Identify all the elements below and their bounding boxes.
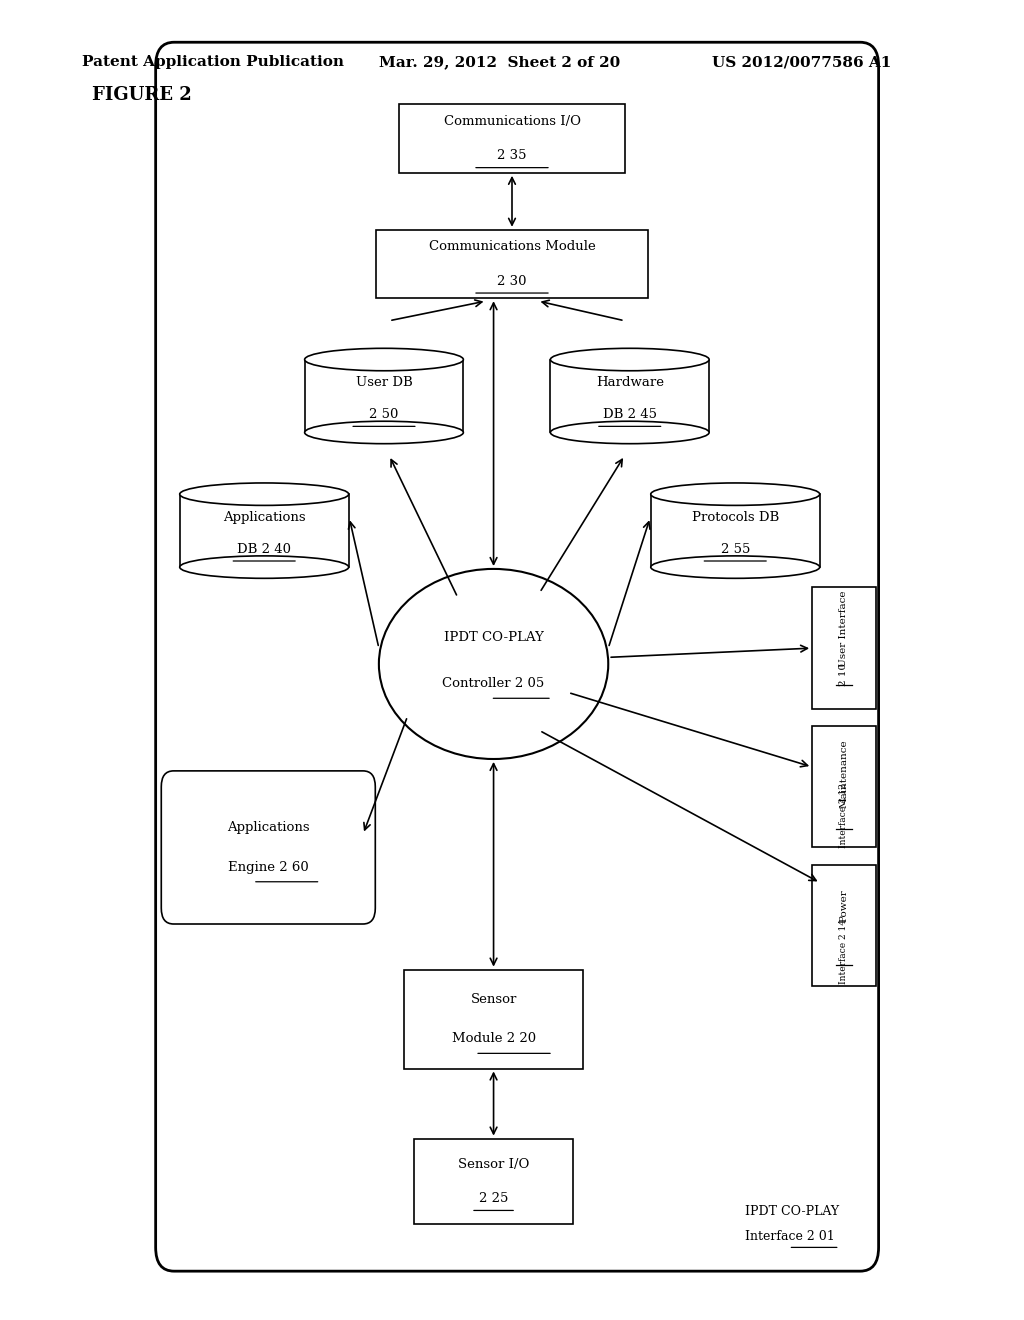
Ellipse shape: [379, 569, 608, 759]
FancyBboxPatch shape: [180, 494, 348, 568]
Text: 2 55: 2 55: [721, 543, 750, 556]
Text: Applications: Applications: [227, 821, 309, 834]
Text: Interface 2 14: Interface 2 14: [840, 919, 848, 985]
Text: User Interface: User Interface: [840, 590, 848, 667]
Text: DB 2 45: DB 2 45: [603, 408, 656, 421]
Text: Communications Module: Communications Module: [429, 240, 595, 253]
Ellipse shape: [551, 421, 709, 444]
Text: Interface 2 12: Interface 2 12: [840, 783, 848, 849]
FancyBboxPatch shape: [551, 359, 709, 433]
Text: 2 35: 2 35: [498, 149, 526, 162]
Ellipse shape: [180, 556, 348, 578]
Text: Sensor I/O: Sensor I/O: [458, 1158, 529, 1171]
Text: Hardware: Hardware: [596, 376, 664, 389]
Ellipse shape: [651, 556, 819, 578]
Text: Maintenance: Maintenance: [840, 739, 848, 808]
Ellipse shape: [651, 483, 819, 506]
Text: US 2012/0077586 A1: US 2012/0077586 A1: [712, 55, 891, 70]
Text: Communications I/O: Communications I/O: [443, 115, 581, 128]
Text: IPDT CO-PLAY: IPDT CO-PLAY: [745, 1205, 840, 1218]
FancyBboxPatch shape: [377, 230, 648, 298]
Text: Module 2 20: Module 2 20: [452, 1032, 536, 1045]
Text: 2 25: 2 25: [479, 1192, 508, 1205]
Text: Protocols DB: Protocols DB: [691, 511, 779, 524]
Text: Engine 2 60: Engine 2 60: [228, 861, 308, 874]
Ellipse shape: [551, 348, 709, 371]
Text: 2 10: 2 10: [840, 663, 848, 686]
FancyBboxPatch shape: [651, 494, 819, 568]
Ellipse shape: [305, 348, 464, 371]
FancyBboxPatch shape: [812, 587, 876, 709]
FancyBboxPatch shape: [403, 969, 583, 1069]
Text: Patent Application Publication: Patent Application Publication: [82, 55, 344, 70]
Text: 2 50: 2 50: [370, 408, 398, 421]
FancyBboxPatch shape: [156, 42, 879, 1271]
Text: DB 2 40: DB 2 40: [238, 543, 291, 556]
Text: 2 30: 2 30: [498, 275, 526, 288]
FancyBboxPatch shape: [399, 104, 625, 173]
Text: Interface 2 01: Interface 2 01: [745, 1230, 836, 1243]
Ellipse shape: [305, 421, 464, 444]
Text: Sensor: Sensor: [470, 993, 517, 1006]
Text: Applications: Applications: [223, 511, 305, 524]
Text: FIGURE 2: FIGURE 2: [92, 86, 191, 104]
Text: IPDT CO-PLAY: IPDT CO-PLAY: [443, 631, 544, 644]
FancyBboxPatch shape: [812, 726, 876, 847]
Text: Controller 2 05: Controller 2 05: [442, 677, 545, 690]
Ellipse shape: [180, 483, 348, 506]
FancyBboxPatch shape: [305, 359, 463, 433]
Text: Mar. 29, 2012  Sheet 2 of 20: Mar. 29, 2012 Sheet 2 of 20: [379, 55, 621, 70]
Text: Power: Power: [840, 890, 848, 921]
FancyBboxPatch shape: [162, 771, 375, 924]
FancyBboxPatch shape: [414, 1138, 573, 1225]
Text: User DB: User DB: [355, 376, 413, 389]
FancyBboxPatch shape: [812, 865, 876, 986]
